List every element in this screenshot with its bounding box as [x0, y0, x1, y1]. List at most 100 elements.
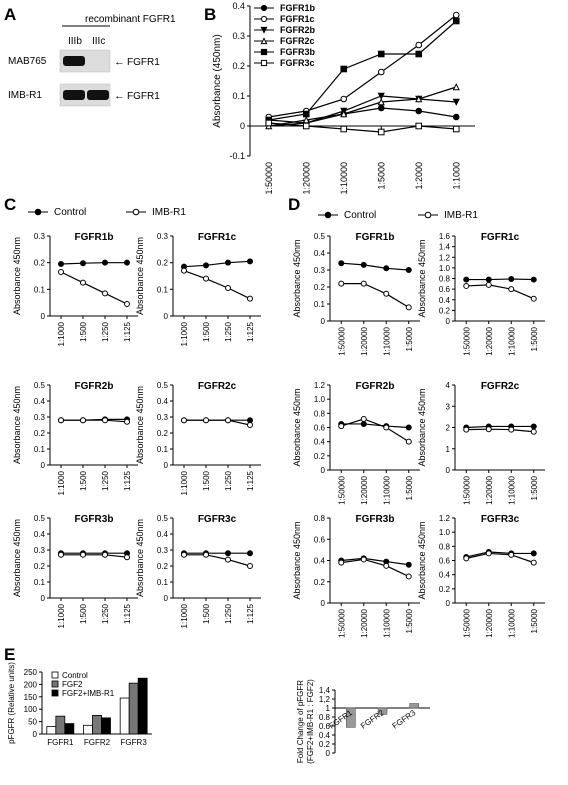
bar-control: [83, 724, 93, 735]
y-tick-label: 1: [326, 704, 331, 713]
series-line-imb-r1: [60, 271, 128, 305]
bar-fgf2: [92, 715, 102, 735]
series-line-imb-r1: [341, 283, 410, 308]
data-point-imb-r1: [181, 551, 187, 558]
y-tick-label: 0.5: [314, 232, 326, 241]
x-tick-label: 1:1000: [180, 603, 189, 628]
subplot-title: FGFR1c: [198, 232, 237, 243]
y-tick-label: 0: [321, 599, 326, 608]
panel-e-charts: pFGFR (Relative units) 0 50 100 150 200 250 FGF…: [7, 662, 430, 764]
subplot-fgfr3c: Absorbance 450nm FGFR3c 0 0.1 0.2 0.3 0.4 0.5 1:…: [135, 514, 261, 628]
y-tick-label: 0: [326, 749, 331, 758]
x-tick-label: 1:500: [202, 470, 211, 491]
data-point-imb-r1: [124, 418, 130, 425]
y-tick-label: 0.2: [314, 578, 326, 587]
x-tick-label: 1:1000: [57, 603, 66, 628]
data-point-fgfr1c: [452, 11, 460, 19]
y-tick-label: 0: [41, 312, 46, 321]
y-axis-label: Absorbance 450nm: [135, 386, 145, 464]
x-tick-label: 1:20000: [301, 162, 311, 195]
blot-header: recombinant FGFR1: [85, 14, 176, 25]
x-tick-label: 1:1000: [180, 470, 189, 495]
y-tick-label: 0.6: [319, 722, 331, 731]
data-point-imb-r1: [181, 417, 187, 424]
y-tick-label: 0: [41, 594, 46, 603]
y-tick-label: 0.4: [34, 397, 46, 406]
data-point-control: [124, 259, 130, 266]
y-tick-label: 0: [41, 461, 46, 470]
y-tick-label: 0.8: [314, 514, 326, 523]
bar-fgfr1: [346, 707, 356, 728]
x-tick-label: 1:5000: [530, 326, 539, 351]
y-axis-label: Absorbance 450nm: [417, 521, 427, 599]
x-tick-label: 1:500: [79, 470, 88, 491]
data-point-control: [463, 276, 470, 283]
band-arrow: ←: [114, 56, 125, 68]
y-tick-label: 0.4: [314, 557, 326, 566]
subplot-title: FGFR1c: [481, 232, 520, 243]
y-tick-label: 0.2: [157, 429, 169, 438]
x-tick-label: 1:20000: [360, 326, 369, 355]
y-tick-label: -0.1: [229, 151, 245, 161]
data-point-control: [405, 561, 412, 568]
y-axis-label: Absorbance 450nm: [417, 239, 427, 317]
x-tick-label: 1:10000: [382, 608, 391, 637]
blot-band: [63, 56, 85, 66]
data-point-imb-r1: [405, 573, 412, 580]
series-line-control: [466, 551, 534, 558]
y-tick-label: 0: [321, 317, 326, 326]
y-tick-label: 0.2: [34, 259, 46, 268]
panel-d-charts: Control IMB-R1 Absorbance 450nm FGFR1b 0 0.1 0…: [292, 210, 545, 638]
y-axis-label: Absorbance 450nm: [292, 239, 302, 317]
data-point-fgfr3b: [340, 65, 348, 73]
data-point-imb-r1: [338, 423, 345, 430]
data-point-control: [102, 259, 108, 266]
y-tick-label: 0.2: [319, 740, 331, 749]
y-tick-label: 0.3: [157, 413, 169, 422]
y-tick-label: 0.2: [314, 452, 326, 461]
series-line-imb-r1: [341, 558, 410, 577]
legend-marker: [260, 48, 268, 56]
y-axis-label: Absorbance 450nm: [12, 386, 22, 464]
y-tick-label: 0.2: [439, 306, 451, 315]
x-tick-label: 1:125: [123, 603, 132, 624]
y-tick-label: 250: [24, 668, 38, 677]
legend-label: FGFR3c: [280, 58, 315, 68]
x-tick-label: 1:5000: [405, 475, 414, 500]
series-line-imb-r1: [61, 419, 128, 423]
legend-label: FGFR1b: [280, 3, 316, 13]
legend-marker: [260, 15, 268, 23]
y-tick-label: 0.1: [157, 285, 169, 294]
bar-fgf2-imb-r1: [137, 677, 148, 735]
data-point-imb-r1: [247, 422, 253, 428]
data-point-imb-r1: [383, 424, 390, 431]
legend-label: IMB-R1: [444, 210, 478, 221]
x-tick-label: 1:50000: [462, 326, 471, 355]
y-tick-label: 0: [164, 594, 169, 603]
x-tick-label: 1:50000: [264, 162, 274, 195]
y-tick-label: 0.3: [34, 232, 46, 241]
y-tick-label: 100: [24, 705, 38, 714]
x-tick-label: 1:1000: [451, 162, 461, 190]
y-tick-label: 0: [446, 599, 451, 608]
data-point-imb-r1: [530, 295, 537, 302]
y-tick-label: 50: [28, 718, 37, 727]
legend-label: Control: [54, 207, 86, 218]
data-point-control: [485, 276, 492, 283]
y-tick-label: 1.0: [439, 264, 451, 273]
y-axis-label: Absorbance 450nm: [12, 519, 22, 597]
data-point-control: [247, 258, 253, 265]
x-tick-label: 1:10000: [507, 475, 516, 504]
series-line-imb-r1: [184, 419, 251, 426]
x-tick-label: 1:250: [101, 321, 110, 342]
y-axis-label: Absorbance 450nm: [135, 237, 145, 315]
panel-c-charts: Control IMB-R1 Absorbance 450nm FGFR1b 0 0.1 0…: [12, 207, 261, 628]
data-point-control: [530, 550, 537, 557]
bar-control: [119, 697, 130, 735]
subplot-title: FGFR2c: [481, 381, 520, 392]
legend-swatch: [51, 671, 59, 679]
data-point-fgfr1b: [452, 113, 460, 121]
y-tick-label: 0.8: [439, 275, 451, 284]
data-point-control: [225, 259, 231, 266]
data-point-imb-r1: [463, 426, 470, 433]
